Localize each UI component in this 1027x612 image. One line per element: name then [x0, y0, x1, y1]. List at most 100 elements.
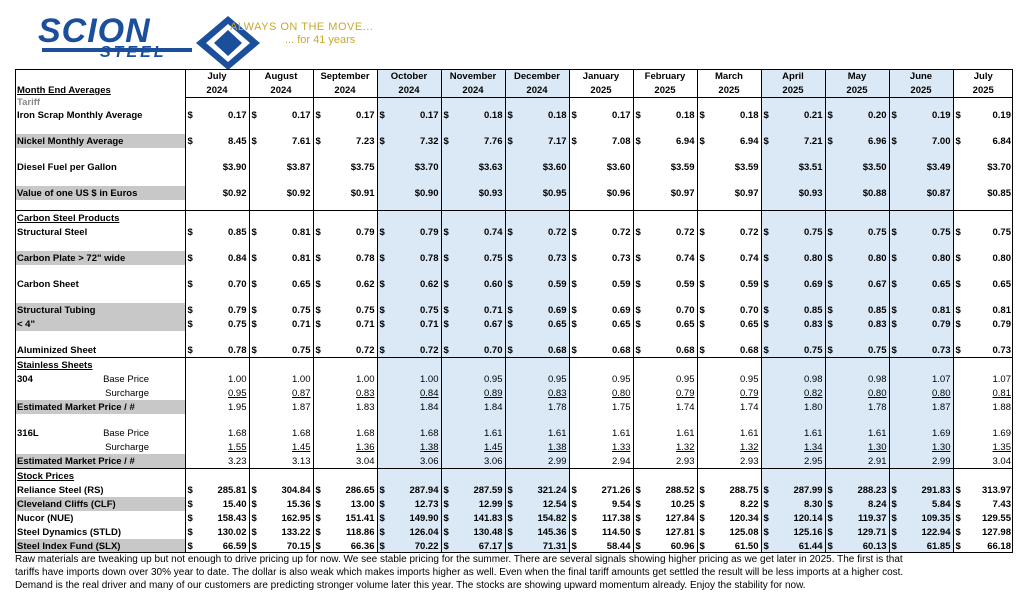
dollar-sign: $	[187, 512, 193, 524]
value-text: 0.84	[228, 252, 247, 264]
month-header: February	[632, 69, 697, 83]
value-text: 0.69	[612, 304, 631, 316]
value-cell: 1.61	[504, 426, 569, 440]
value-cell: 0.95	[440, 372, 505, 386]
value-text: 0.75	[868, 344, 887, 356]
dollar-sign: $	[635, 109, 641, 121]
spacer-cell	[504, 239, 569, 251]
value-cell: $0.75	[248, 303, 313, 317]
dollar-sign: $	[251, 344, 257, 356]
spacer-row	[15, 291, 1013, 303]
value-cell: $0.65	[248, 277, 313, 291]
value-text: 0.19	[992, 109, 1012, 121]
row-label: Diesel Fuel per Gallon	[17, 161, 117, 173]
dollar-sign: $	[827, 226, 833, 238]
dollar-sign: $	[443, 226, 449, 238]
value-cell: $0.92	[248, 186, 313, 200]
spacer-cell	[952, 122, 1013, 134]
dollar-sign: $	[827, 304, 833, 316]
value-text: 145.36	[537, 526, 567, 538]
value-text: 0.18	[484, 109, 503, 121]
value-text: 158.43	[217, 512, 247, 524]
dollar-sign: $	[699, 278, 705, 290]
dollar-sign: $	[571, 526, 577, 538]
value-cell: $0.73	[504, 251, 569, 265]
value-text: 120.34	[729, 512, 759, 524]
value-cell: $0.81	[888, 303, 953, 317]
dollar-sign: $	[763, 540, 769, 552]
row-label: Steel Dynamics (STLD)	[17, 526, 121, 538]
value-cell: 1.61	[632, 426, 697, 440]
spacer-cell	[888, 148, 953, 160]
value-text: 0.81	[292, 226, 311, 238]
spacer-cell	[824, 210, 889, 225]
value-cell: $58.44	[568, 539, 633, 553]
value-text: 133.22	[281, 526, 311, 538]
row-tubing: Structural Tubing $0.79 $0.75 $0.75 $0.75 $0.…	[15, 303, 1013, 317]
dollar-sign: $	[251, 512, 257, 524]
value-cell: $3.90	[184, 160, 249, 174]
value-cell: $154.82	[504, 511, 569, 525]
dollar-sign: $	[187, 540, 193, 552]
value-cell: 0.82	[760, 386, 825, 400]
dollar-sign: $	[379, 484, 385, 496]
value-text: 0.59	[676, 278, 695, 290]
dollar-sign: $	[507, 109, 513, 121]
dollar-sign: $	[571, 484, 577, 496]
value-cell: 0.83	[312, 386, 377, 400]
spacer-cell	[696, 414, 761, 426]
spacer-cell	[760, 210, 825, 225]
dollar-sign: $	[827, 344, 833, 356]
value-cell: $7.17	[504, 134, 569, 148]
section-title: Stainless Sheets	[15, 357, 185, 372]
value-cell: $0.88	[824, 186, 889, 200]
value-cell: $288.23	[824, 483, 889, 497]
value-text: 0.80	[932, 252, 951, 264]
value-text: 286.65	[345, 484, 375, 496]
value-text: 0.74	[676, 252, 695, 264]
value-text: 0.62	[356, 278, 375, 290]
value-cell: $5.84	[888, 497, 953, 511]
dollar-sign: $	[507, 304, 513, 316]
dollar-sign: $	[891, 226, 897, 238]
row-label: Nucor (NUE)	[17, 512, 74, 524]
spacer-cell	[184, 239, 249, 251]
spacer-cell	[504, 174, 569, 186]
value-cell: 0.83	[504, 386, 569, 400]
dollar-sign: $	[379, 226, 385, 238]
dollar-sign: $	[571, 318, 577, 330]
spacer-cell	[760, 200, 825, 211]
spacer-cell	[888, 468, 953, 483]
spacer-cell	[760, 239, 825, 251]
dollar-sign: $	[955, 484, 961, 496]
spacer-cell	[184, 414, 249, 426]
value-cell: $0.97	[632, 186, 697, 200]
value-cell: $0.85	[760, 303, 825, 317]
value-cell: $158.43	[184, 511, 249, 525]
value-cell: $287.99	[760, 483, 825, 497]
value-cell: 3.06	[440, 454, 505, 469]
value-cell: 1.61	[568, 426, 633, 440]
value-text: 162.95	[281, 512, 311, 524]
value-text: 288.23	[857, 484, 887, 496]
spacer-cell	[504, 414, 569, 426]
spacer-cell	[15, 148, 185, 160]
value-text: 60.96	[670, 540, 695, 552]
section-row: Stock Prices	[15, 468, 1013, 483]
spacer-cell	[952, 291, 1013, 303]
value-text: 114.50	[601, 526, 631, 538]
value-cell: $0.17	[376, 108, 441, 122]
value-cell: $0.75	[824, 343, 889, 358]
value-cell: $0.72	[312, 343, 377, 358]
spacer-cell	[248, 291, 313, 303]
value-text: 0.17	[292, 109, 311, 121]
value-text: 0.71	[484, 304, 503, 316]
value-cell: $71.31	[504, 539, 569, 553]
spacer-cell	[888, 97, 953, 108]
value-cell: $0.19	[888, 108, 953, 122]
dollar-sign: $	[443, 304, 449, 316]
value-cell: 0.79	[696, 386, 761, 400]
value-text: 0.85	[804, 304, 823, 316]
value-cell: $0.68	[696, 343, 761, 358]
dollar-sign: $	[251, 526, 257, 538]
